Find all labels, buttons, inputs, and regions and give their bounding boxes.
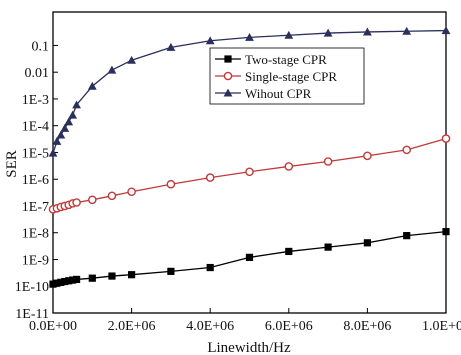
data-point xyxy=(128,271,136,279)
data-point xyxy=(56,130,66,139)
series-layer xyxy=(48,26,451,288)
data-point xyxy=(127,55,136,64)
y-tick-label: 1E-10 xyxy=(15,280,49,295)
x-tick-label: 2.0E+06 xyxy=(108,319,156,334)
data-point xyxy=(108,272,116,280)
y-tick-label: 0.1 xyxy=(32,39,50,54)
legend-marker xyxy=(223,71,233,81)
data-point xyxy=(166,179,176,189)
legend-label: Two-stage CPR xyxy=(245,52,327,67)
x-tick-label: 8.0E+06 xyxy=(343,319,391,334)
data-point xyxy=(205,173,215,182)
y-tick-label: 0.01 xyxy=(25,66,50,81)
data-point xyxy=(324,243,332,251)
series-3 xyxy=(48,26,451,157)
data-point xyxy=(402,145,412,155)
y-tick-label: 1E-3 xyxy=(22,93,49,108)
data-point xyxy=(88,195,97,205)
legend-marker xyxy=(224,55,232,63)
x-axis-label: Linewidth/Hz xyxy=(207,340,291,355)
data-point xyxy=(323,28,333,37)
x-tick-label: 6.0E+06 xyxy=(265,319,313,334)
data-point xyxy=(88,274,96,282)
data-point xyxy=(245,253,254,261)
x-tick-label: 4.0E+06 xyxy=(186,319,234,334)
data-point xyxy=(107,65,117,74)
data-point xyxy=(87,81,97,90)
data-point xyxy=(167,267,175,275)
y-tick-label: 1E-7 xyxy=(22,200,49,215)
data-point xyxy=(441,26,451,35)
data-point xyxy=(53,279,61,287)
data-point xyxy=(64,117,74,126)
data-point xyxy=(205,36,215,45)
data-point xyxy=(166,42,176,51)
x-tick-label: 1.0E+07 xyxy=(422,319,461,334)
y-tick-label: 1E-8 xyxy=(22,227,49,242)
data-point xyxy=(206,263,214,272)
series-1 xyxy=(49,228,450,288)
data-point xyxy=(65,277,73,285)
data-point xyxy=(403,232,411,240)
data-point xyxy=(284,162,294,171)
data-point xyxy=(48,148,58,157)
series-2 xyxy=(48,134,451,214)
data-point xyxy=(363,239,371,247)
data-point xyxy=(363,27,372,36)
legend-item: Single-stage CPR xyxy=(215,69,337,84)
data-point xyxy=(57,278,65,286)
data-point xyxy=(72,100,81,109)
data-point xyxy=(60,123,70,132)
data-point xyxy=(323,157,333,166)
plot-frame xyxy=(52,11,447,314)
data-point xyxy=(245,167,254,177)
data-point xyxy=(68,110,78,119)
data-point xyxy=(245,32,254,41)
data-point xyxy=(285,247,293,256)
data-point xyxy=(49,280,57,288)
data-point xyxy=(441,134,451,143)
legend-label: Single-stage CPR xyxy=(245,69,337,84)
data-point xyxy=(402,26,412,35)
y-tick-label: 1E-6 xyxy=(22,173,49,188)
data-point xyxy=(127,187,136,197)
y-tick-label: 1E-11 xyxy=(15,307,49,322)
legend-marker xyxy=(223,88,233,97)
y-tick-label: 1E-5 xyxy=(22,146,49,161)
y-tick-label: 1E-4 xyxy=(22,120,49,135)
data-point xyxy=(363,151,372,161)
legend-item: Wihout CPR xyxy=(215,86,312,101)
data-point xyxy=(61,277,69,286)
data-point xyxy=(72,198,81,207)
x-axis-ticks: 0.0E+00 2.0E+06 4.0E+06 6.0E+06 8.0E+06 1.0E+… xyxy=(29,308,461,334)
y-tick-label: 1E-9 xyxy=(22,253,49,268)
legend: Two-stage CPR Single-stage CPR Wihout CPR xyxy=(209,47,365,105)
legend-items: Two-stage CPR Single-stage CPR Wihout CPR xyxy=(215,52,337,101)
data-point xyxy=(52,136,62,145)
data-point xyxy=(284,30,294,39)
data-point xyxy=(107,191,117,201)
legend-item: Two-stage CPR xyxy=(215,52,327,67)
legend-label: Wihout CPR xyxy=(245,86,312,101)
data-point xyxy=(72,275,81,284)
y-axis-ticks: 0.1 0.01 1E-3 1E-4 1E-5 1E-6 1E-7 1E-8 1E-9 1E-10… xyxy=(15,39,58,322)
data-point xyxy=(69,276,77,284)
y-axis-label: SER xyxy=(4,150,20,178)
x-tick-label: 0.0E+00 xyxy=(29,319,77,334)
data-point xyxy=(442,228,450,236)
